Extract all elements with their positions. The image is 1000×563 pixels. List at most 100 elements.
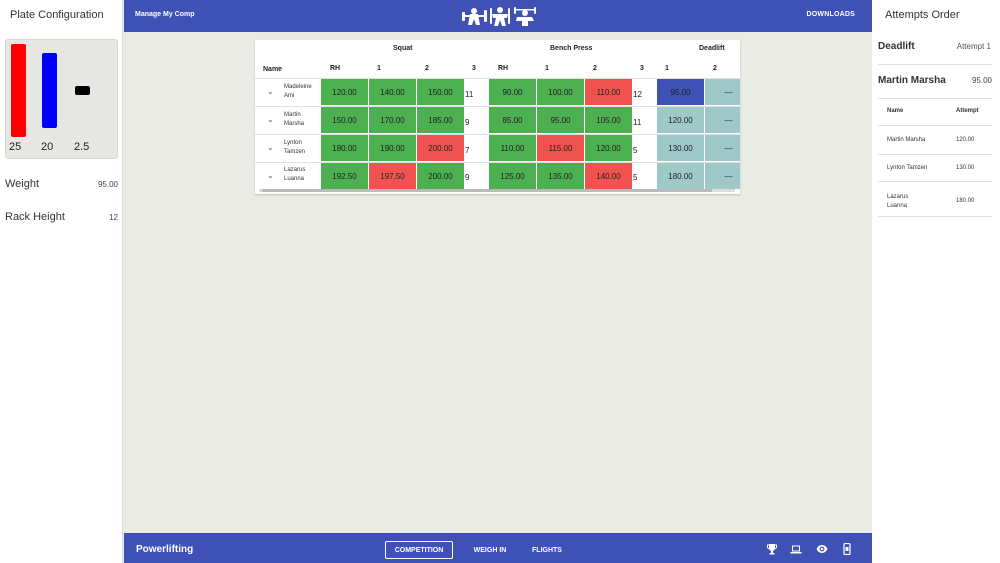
divider bbox=[878, 216, 992, 217]
app-title: Powerlifting bbox=[136, 544, 194, 555]
athlete-name: Lazarus Luanna bbox=[284, 166, 305, 184]
attempts-order-panel: Attempts Order Deadlift Attempt 1 Martin… bbox=[872, 0, 1000, 563]
scrollbar-thumb[interactable] bbox=[262, 189, 712, 192]
plate-20 bbox=[42, 53, 57, 128]
athlete-name: Lynton Tamzen bbox=[284, 139, 305, 157]
bench-rh-cell[interactable]: 110.00 bbox=[489, 135, 536, 161]
col-header-deadlift-2: 2 bbox=[713, 65, 717, 72]
plate-label-20: 20 bbox=[41, 141, 54, 153]
plate-configuration-panel: Plate Configuration 25 20 2.5 Weight 95.… bbox=[0, 0, 123, 563]
order-attempt: 120.00 bbox=[956, 137, 975, 143]
deadlift-attempt-2-cell[interactable]: — bbox=[705, 135, 740, 161]
powerlifting-logo-icon bbox=[462, 7, 536, 26]
order-attempt: 180.00 bbox=[956, 198, 975, 204]
bench-attempt-1-cell[interactable]: 95.00 bbox=[537, 107, 584, 133]
athlete-last-name: Luanna bbox=[284, 176, 305, 182]
bench-rank: 5 bbox=[633, 146, 638, 155]
eye-icon[interactable] bbox=[816, 543, 828, 555]
plate-label-2-5: 2.5 bbox=[74, 141, 90, 153]
col-header-attempt: Attempt bbox=[956, 108, 979, 114]
group-header-deadlift: Deadlift bbox=[699, 45, 725, 52]
deadlift-attempt-1-cell[interactable]: 95.00 bbox=[657, 79, 704, 105]
deadlift-attempt-1-cell[interactable]: 120.00 bbox=[657, 107, 704, 133]
athlete-first-name: Lazarus bbox=[284, 167, 306, 173]
expand-row-chevron-icon[interactable]: ⌄ bbox=[267, 115, 274, 124]
athlete-first-name: Lynton bbox=[284, 140, 302, 146]
weight-row: Weight 95.00 bbox=[5, 178, 118, 190]
athlete-name: Madeleine Ami bbox=[284, 83, 312, 101]
bench-attempt-2-cell[interactable]: 105.00 bbox=[585, 107, 632, 133]
bench-attempt-1-cell[interactable]: 100.00 bbox=[537, 79, 584, 105]
squat-attempt-2-cell[interactable]: 200.00 bbox=[417, 163, 464, 189]
group-header-bench-press: Bench Press bbox=[550, 45, 593, 52]
rack-height-row: Rack Height 12 bbox=[5, 211, 118, 223]
group-header-squat: Squat bbox=[393, 45, 413, 52]
screen-rotation-icon[interactable] bbox=[841, 543, 853, 555]
squat-rank: 7 bbox=[465, 146, 470, 155]
col-header-bench-1: 1 bbox=[545, 65, 549, 72]
horizontal-scrollbar[interactable] bbox=[259, 189, 735, 192]
bench-rh-cell[interactable]: 125.00 bbox=[489, 163, 536, 189]
bench-rh-cell[interactable]: 90.00 bbox=[489, 79, 536, 105]
deadlift-attempt-2-cell[interactable]: — bbox=[705, 79, 740, 105]
attempts-order-title: Attempts Order bbox=[885, 9, 960, 21]
current-lift: Deadlift bbox=[878, 41, 915, 52]
bench-rank: 11 bbox=[633, 118, 642, 127]
squat-rh-cell[interactable]: 180.00 bbox=[321, 135, 368, 161]
col-header-squat-rh: RH bbox=[330, 65, 341, 72]
athlete-first-name: Madeleine bbox=[284, 84, 312, 90]
order-attempt: 130.00 bbox=[956, 165, 975, 171]
col-header-squat-1: 1 bbox=[377, 65, 381, 72]
header-divider bbox=[255, 78, 740, 79]
squat-attempt-1-cell[interactable]: 170.00 bbox=[369, 107, 416, 133]
bench-rank: 5 bbox=[633, 173, 638, 182]
bench-rh-cell[interactable]: 85.00 bbox=[489, 107, 536, 133]
divider bbox=[878, 64, 992, 65]
col-header-bench-rh: RH bbox=[498, 65, 509, 72]
competition-tab[interactable]: COMPETITION bbox=[385, 541, 453, 559]
flights-tab[interactable]: FLIGHTS bbox=[532, 546, 562, 554]
athlete-name: Martin Marsha bbox=[284, 111, 304, 129]
order-name: Martin Marsha bbox=[887, 137, 926, 143]
laptop-icon[interactable] bbox=[790, 543, 802, 555]
expand-row-chevron-icon[interactable]: ⌄ bbox=[267, 87, 274, 96]
col-header-squat-3: 3 bbox=[472, 65, 476, 72]
deadlift-attempt-2-cell[interactable]: — bbox=[705, 163, 740, 189]
current-lifter-weight: 95.00 bbox=[971, 76, 992, 85]
manage-my-comp-link[interactable]: Manage My Comp bbox=[135, 11, 195, 18]
col-header-deadlift-1: 1 bbox=[665, 65, 669, 72]
squat-attempt-1-cell[interactable]: 140.00 bbox=[369, 79, 416, 105]
deadlift-attempt-2-cell[interactable]: — bbox=[705, 107, 740, 133]
squat-rh-cell[interactable]: 120.00 bbox=[321, 79, 368, 105]
plate-25 bbox=[11, 44, 26, 137]
col-header-name: Name bbox=[263, 66, 283, 73]
weigh-in-tab[interactable]: WEIGH IN bbox=[473, 546, 507, 554]
order-last-name: Luanna bbox=[887, 203, 908, 209]
bench-attempt-2-cell[interactable]: 140.00 bbox=[585, 163, 632, 189]
bench-attempt-2-cell[interactable]: 110.00 bbox=[585, 79, 632, 105]
row-divider bbox=[255, 162, 740, 163]
squat-rh-cell[interactable]: 150.00 bbox=[321, 107, 368, 133]
squat-attempt-2-cell[interactable]: 200.00 bbox=[417, 135, 464, 161]
expand-row-chevron-icon[interactable]: ⌄ bbox=[267, 171, 274, 180]
squat-attempt-2-cell[interactable]: 150.00 bbox=[417, 79, 464, 105]
row-divider bbox=[255, 106, 740, 107]
deadlift-attempt-1-cell[interactable]: 180.00 bbox=[657, 163, 704, 189]
deadlift-attempt-1-cell[interactable]: 130.00 bbox=[657, 135, 704, 161]
order-name: Lazarus Luanna bbox=[887, 193, 908, 211]
bench-attempt-1-cell[interactable]: 115.00 bbox=[537, 135, 584, 161]
rack-height-value: 12 bbox=[109, 212, 118, 222]
bench-attempt-1-cell[interactable]: 135.00 bbox=[537, 163, 584, 189]
divider bbox=[878, 154, 992, 155]
col-header-squat-2: 2 bbox=[425, 65, 429, 72]
plate-2-5 bbox=[75, 86, 90, 95]
expand-row-chevron-icon[interactable]: ⌄ bbox=[267, 143, 274, 152]
downloads-button[interactable]: DOWNLOADS bbox=[806, 11, 855, 18]
squat-attempt-2-cell[interactable]: 185.00 bbox=[417, 107, 464, 133]
bench-attempt-2-cell[interactable]: 120.00 bbox=[585, 135, 632, 161]
athlete-last-name: Tamzen bbox=[284, 149, 306, 155]
squat-rh-cell[interactable]: 192.50 bbox=[321, 163, 368, 189]
squat-attempt-1-cell[interactable]: 190.00 bbox=[369, 135, 416, 161]
squat-attempt-1-cell[interactable]: 197.50 bbox=[369, 163, 416, 189]
trophy-icon[interactable] bbox=[766, 543, 778, 555]
